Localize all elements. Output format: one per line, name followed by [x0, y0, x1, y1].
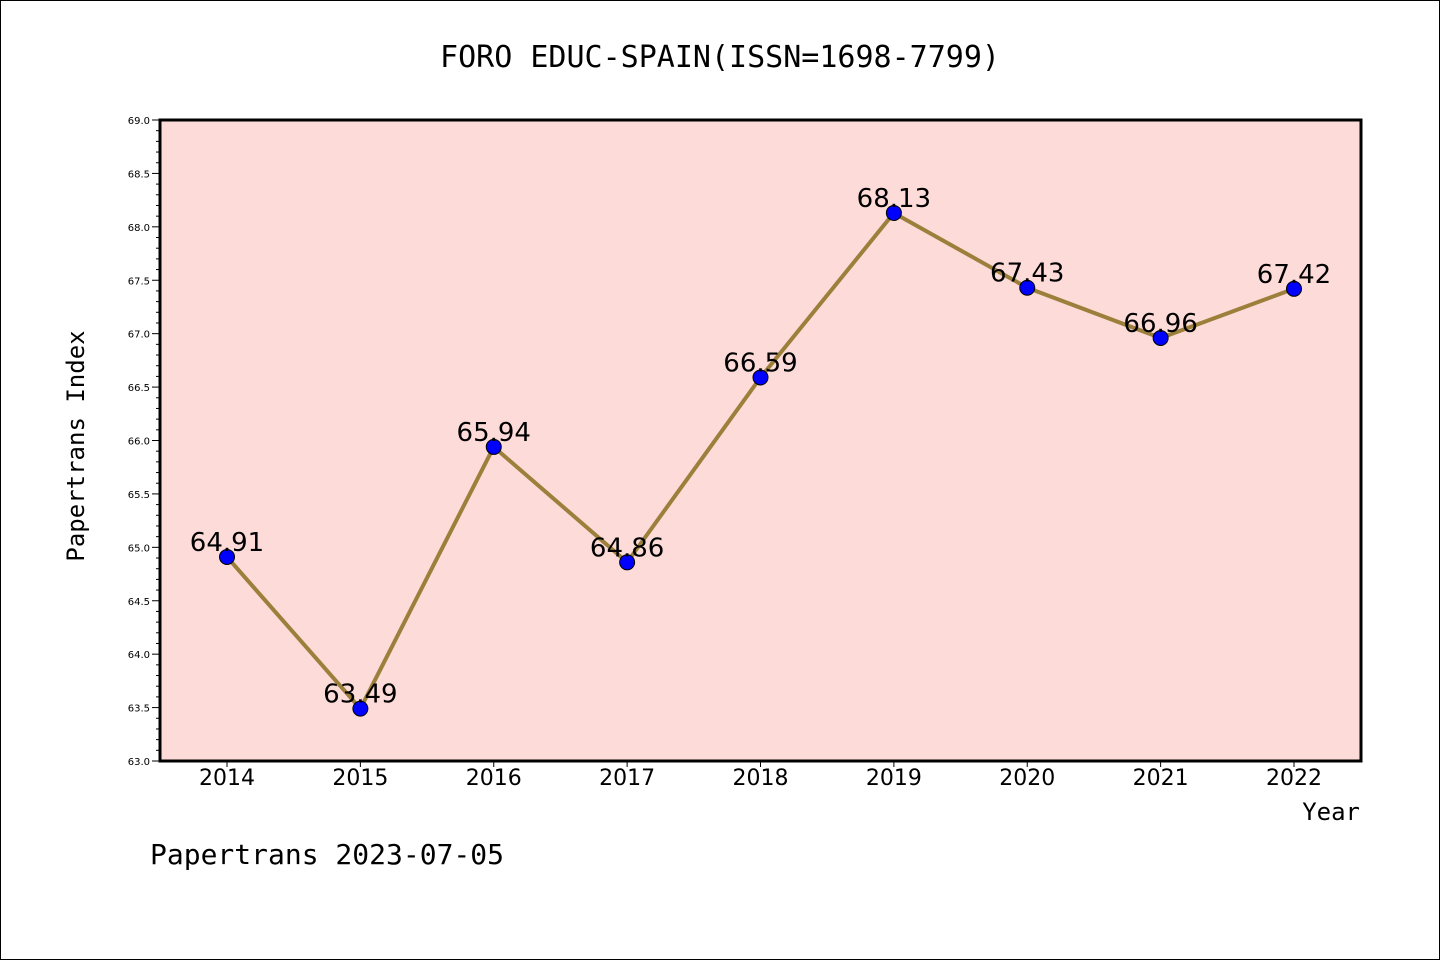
- y-tick-label: 63.0: [128, 757, 150, 768]
- y-tick-label: 64.0: [128, 650, 150, 661]
- data-point-marker: [752, 369, 769, 386]
- data-point-marker: [1286, 280, 1302, 297]
- data-point-marker: [885, 204, 902, 221]
- data-label: 63.49: [323, 680, 397, 710]
- x-axis-label: Year: [1302, 798, 1360, 826]
- data-point-marker: [485, 438, 502, 455]
- data-point-marker: [619, 554, 636, 571]
- data-label: 66.59: [723, 348, 797, 378]
- y-axis: 63.0 63.5 64.0 64.5 65.0 65.5 66.0 66.5 67.0 67.5…: [128, 116, 160, 768]
- y-tick-label: 65.0: [128, 543, 150, 554]
- footer-text: Papertrans 2023-07-05: [150, 838, 504, 871]
- x-tick-label: 2015: [332, 766, 388, 791]
- y-tick-label: 68.5: [128, 169, 150, 180]
- y-tick-label: 69.0: [128, 116, 150, 127]
- y-tick-label: 66.5: [128, 383, 150, 394]
- x-tick-label: 2022: [1266, 766, 1322, 791]
- data-label: 65.94: [457, 418, 531, 448]
- plot-area: [158, 118, 1363, 763]
- data-point-marker: [219, 548, 235, 565]
- y-tick-label: 63.5: [128, 704, 150, 715]
- data-point-marker: [1019, 279, 1036, 296]
- data-label: 66.96: [1123, 309, 1197, 339]
- y-tick-label: 65.5: [128, 490, 150, 501]
- y-tick-label: 67.0: [128, 330, 150, 341]
- y-tick-label: 66.0: [128, 437, 150, 448]
- y-axis-label: Papertrans Index: [62, 330, 90, 561]
- x-tick-label: 2017: [599, 766, 655, 791]
- data-point-marker: [352, 700, 369, 717]
- y-tick-label: 67.5: [128, 276, 150, 287]
- x-tick-label: 2014: [199, 766, 255, 791]
- chart-title: FORO EDUC-SPAIN(ISSN=1698-7799): [440, 40, 1000, 75]
- x-axis: 2014 2015 2016 2017 2018 2019 2020 2021 2022: [199, 761, 1322, 791]
- data-label: 67.43: [990, 259, 1064, 289]
- data-label-group: 64.91 63.49 65.94 64.86 66.59 68.13 67.43 66.96…: [190, 184, 1331, 710]
- y-tick-label: 64.5: [128, 597, 150, 608]
- x-tick-label: 2016: [466, 766, 522, 791]
- data-point-marker: [1152, 329, 1169, 346]
- series-line-group: [219, 204, 1302, 717]
- y-tick-label: 68.0: [128, 223, 150, 234]
- data-label: 67.42: [1257, 260, 1331, 290]
- data-label: 64.91: [190, 528, 264, 558]
- data-label: 68.13: [857, 184, 931, 214]
- data-label: 64.86: [590, 533, 664, 563]
- x-tick-label: 2021: [1133, 766, 1189, 791]
- x-tick-label: 2019: [866, 766, 922, 791]
- x-tick-label: 2020: [999, 766, 1055, 791]
- x-tick-label: 2018: [733, 766, 789, 791]
